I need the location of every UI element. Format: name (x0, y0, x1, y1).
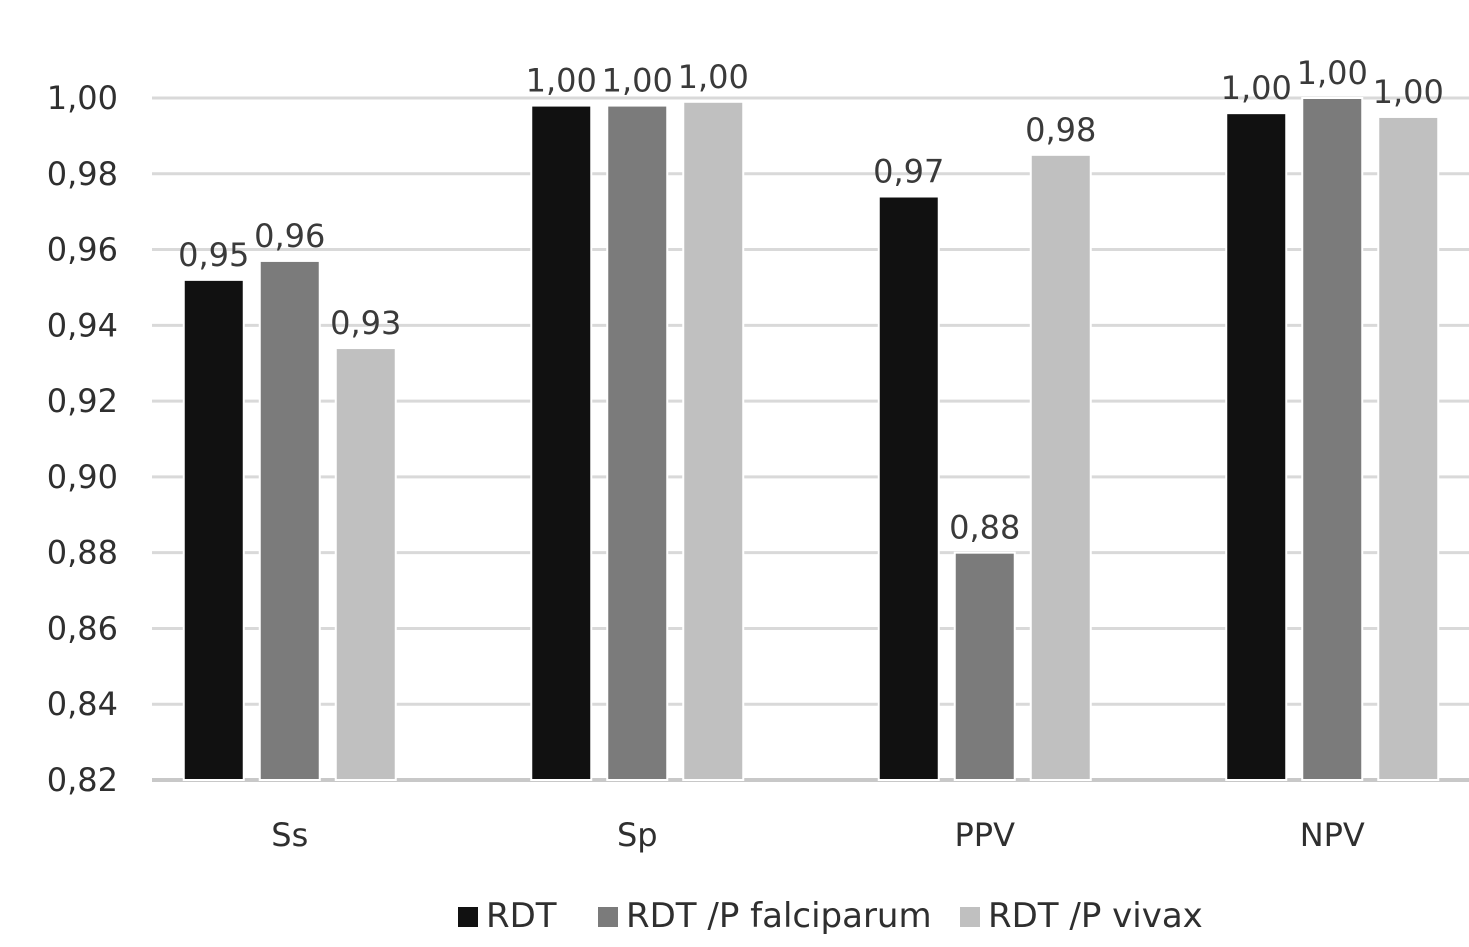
data-label: 0,97 (873, 153, 944, 191)
y-tick-label: 0,82 (47, 761, 118, 799)
y-tick-label: 0,94 (47, 306, 118, 344)
x-category-label: NPV (1300, 816, 1365, 854)
legend-swatch (598, 907, 618, 927)
y-tick-label: 0,90 (47, 458, 118, 496)
y-tick-label: 0,86 (47, 609, 118, 647)
y-tick-label: 0,96 (47, 231, 118, 269)
bar (606, 104, 669, 782)
legend: RDT RDT /P falciparum RDT /P vivax (458, 896, 1203, 936)
legend-label: RDT /P falciparum (626, 896, 932, 936)
data-label: 0,93 (330, 304, 401, 342)
bar (953, 551, 1016, 782)
y-tick-label: 0,88 (47, 534, 118, 572)
data-label: 0,96 (254, 217, 325, 255)
legend-label: RDT /P vivax (988, 896, 1203, 936)
x-category-label: PPV (955, 816, 1016, 854)
legend-swatch (960, 907, 980, 927)
bar (682, 100, 745, 782)
x-category-label: Sp (617, 816, 658, 854)
data-label: 0,88 (949, 509, 1020, 547)
bar (1377, 115, 1440, 781)
data-label: 1,00 (602, 62, 673, 100)
x-category-label: Ss (271, 816, 308, 854)
y-tick-label: 0,84 (47, 685, 118, 723)
bar (334, 347, 397, 781)
y-tick-label: 0,92 (47, 382, 118, 420)
data-label: 0,98 (1025, 111, 1096, 149)
bar (258, 259, 321, 781)
data-label: 1,00 (1221, 69, 1292, 107)
data-label: 0,95 (178, 236, 249, 274)
legend-swatch (458, 907, 478, 927)
bar (530, 104, 593, 782)
data-label: 1,00 (526, 62, 597, 100)
x-axis: Ss Sp PPV NPV (271, 816, 1365, 854)
bar (877, 195, 940, 781)
bar (182, 278, 245, 781)
bars (182, 97, 1440, 782)
bar (1029, 153, 1092, 782)
legend-label: RDT (486, 896, 557, 936)
data-label: 1,00 (1297, 54, 1368, 92)
data-label: 1,00 (678, 58, 749, 96)
data-label: 1,00 (1373, 73, 1444, 111)
data-labels: 0,95 0,960,931,00 1,00 1,000,970,880,981,00… (178, 54, 1444, 547)
y-axis: 0,82 0,84 0,86 0,88 0,90 0,92 0,94 0,96 0,98 1,00 (47, 79, 118, 799)
y-tick-label: 1,00 (47, 79, 118, 117)
y-tick-label: 0,98 (47, 155, 118, 193)
bar (1301, 97, 1364, 781)
bar (1225, 112, 1288, 781)
